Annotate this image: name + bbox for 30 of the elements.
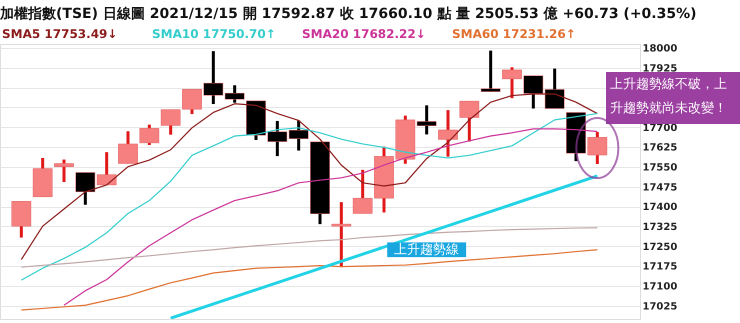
line-series [63, 128, 598, 306]
text: SMA5 17753.49↓ [2, 27, 118, 41]
y-tick-label: 18000 [642, 43, 678, 54]
candlestick [139, 124, 160, 146]
y-tick-label: 17625 [642, 142, 678, 154]
text: SMA20 17682.22↓ [302, 27, 426, 41]
candlestick [118, 131, 138, 164]
text: SMA60 17231.26↑ [452, 27, 576, 41]
text: SMA10 17750.70↑ [152, 27, 276, 41]
line-series [20, 112, 598, 281]
candlestick [480, 50, 501, 92]
y-tick-label: 17025 [642, 301, 678, 312]
y-tick-label: 17700 [642, 122, 678, 134]
y-tick-label: 17925 [642, 63, 678, 74]
candlestick [459, 100, 480, 142]
chart-title: 加權指數(TSE) 日線圖 2021/12/15 開 17592.87 收 17660.10 點 量 2505.53 億 +60.73 (+0.35%) [0, 5, 697, 22]
annotation: 上升趨勢線 [394, 242, 460, 258]
y-tick-label: 17250 [642, 242, 678, 253]
y-tick-label: 17100 [642, 281, 678, 292]
y-tick-label: 17400 [642, 202, 678, 214]
y-tick-label: 17175 [642, 262, 678, 273]
y-tick-label: 17550 [642, 162, 678, 174]
line-series [20, 227, 598, 268]
text: 上升趨勢線不破，上升趨勢就尚未改變！ [610, 77, 727, 116]
y-tick-label: 17475 [642, 182, 678, 194]
candlestick [54, 160, 74, 182]
y-tick-label: 17325 [642, 222, 678, 233]
candlestick [438, 110, 458, 157]
candlestick [160, 109, 181, 135]
candlestick [331, 202, 352, 268]
